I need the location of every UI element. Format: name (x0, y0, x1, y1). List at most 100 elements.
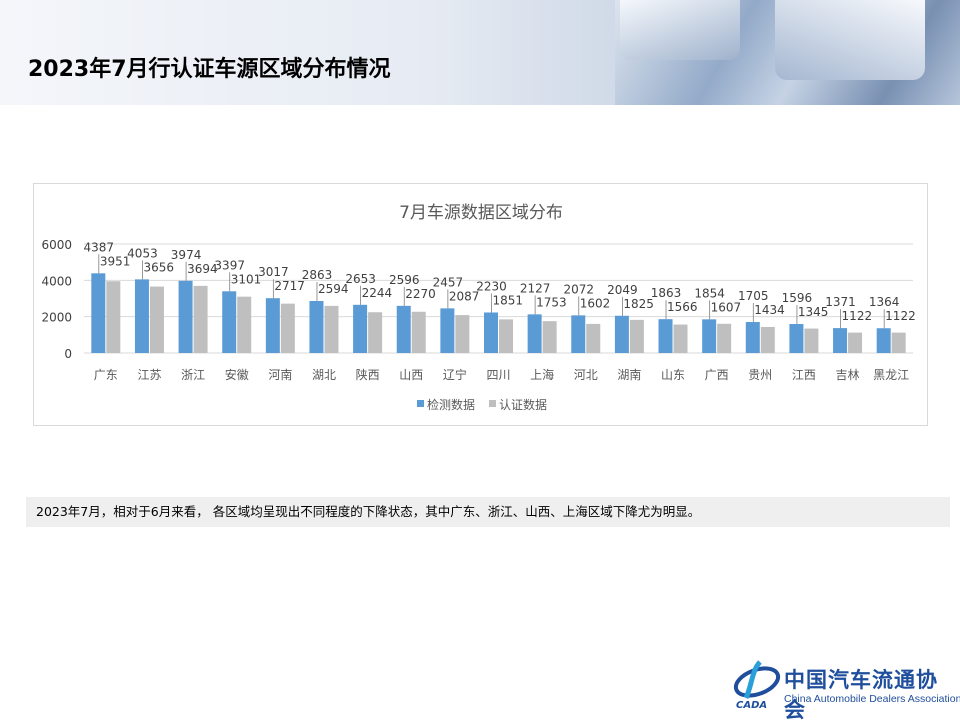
x-tick-label: 辽宁 (443, 367, 467, 382)
data-label-certified: 1825 (623, 297, 654, 311)
bar-inspection (614, 315, 629, 353)
bar-certified (237, 296, 252, 353)
x-tick-label: 河北 (574, 368, 598, 382)
data-label-inspection: 1371 (825, 295, 856, 309)
data-label-inspection: 1596 (782, 291, 813, 305)
bar-certified (717, 323, 732, 353)
bar-inspection (134, 279, 149, 353)
data-label-inspection: 2072 (563, 282, 594, 296)
bar-inspection (789, 324, 804, 353)
bar-inspection (396, 305, 411, 353)
x-tick-label: 黑龙江 (873, 368, 909, 382)
chart-title: 7月车源数据区域分布 (399, 203, 563, 223)
x-tick-label: 吉林 (836, 368, 860, 382)
bar-certified (848, 332, 863, 353)
bar-certified (368, 312, 383, 353)
page-title: 2023年7月行认证车源区域分布情况 (28, 57, 391, 82)
data-label-certified: 1753 (536, 295, 567, 309)
bar-certified (629, 319, 644, 353)
bar-inspection (309, 300, 324, 353)
data-label-certified: 3694 (187, 262, 218, 276)
data-label-inspection: 2049 (607, 283, 638, 297)
x-tick-label: 浙江 (181, 368, 205, 382)
data-label-certified: 1122 (885, 309, 916, 323)
data-label-inspection: 3017 (258, 265, 289, 279)
x-tick-label: 安徽 (225, 367, 249, 382)
bar-certified (324, 305, 339, 353)
x-tick-label: 江苏 (137, 368, 161, 382)
x-tick-label: 河南 (268, 367, 292, 382)
y-tick-label: 6000 (41, 238, 72, 252)
header-decoration (775, 0, 925, 80)
data-label-certified: 3656 (143, 260, 174, 274)
data-label-inspection: 1863 (651, 286, 682, 300)
y-tick-label: 0 (64, 347, 72, 361)
bar-certified (673, 324, 688, 353)
x-tick-label: 陕西 (356, 367, 380, 382)
header-banner (0, 0, 960, 105)
x-tick-label: 湖南 (617, 367, 641, 382)
data-label-inspection: 2596 (389, 273, 420, 287)
cada-logo: CADA 中国汽车流通协会 China Automobile Dealers A… (732, 660, 960, 722)
data-label-certified: 3101 (231, 272, 262, 286)
data-label-inspection: 2457 (433, 275, 464, 289)
data-label-certified: 2244 (362, 286, 393, 300)
data-label-certified: 1434 (754, 303, 785, 317)
data-label-inspection: 1854 (694, 286, 725, 300)
svg-text:CADA: CADA (736, 700, 767, 710)
x-tick-label: 广西 (705, 368, 729, 382)
data-label-inspection: 2230 (476, 279, 507, 293)
bar-certified (542, 321, 557, 353)
bar-certified (499, 319, 513, 353)
data-label-inspection: 3974 (171, 248, 202, 262)
x-tick-label: 山东 (661, 368, 685, 382)
cada-logo-icon: CADA (733, 660, 781, 711)
data-label-certified: 3951 (100, 254, 131, 268)
y-tick-label: 4000 (41, 274, 72, 288)
bar-chart: 7月车源数据区域分布 0 2000 4000 6000 4387395140533656… (41, 203, 916, 412)
logo-text-cn: 中国汽车流通协会 (784, 667, 938, 722)
data-label-inspection: 4387 (84, 240, 115, 254)
x-tick-label: 湖北 (312, 367, 336, 382)
x-tick-label: 上海 (530, 367, 554, 382)
bar-certified (411, 311, 426, 353)
bar-certified (586, 323, 601, 353)
x-tick-label: 江西 (792, 368, 816, 382)
bar-certified (149, 286, 164, 353)
data-label-inspection: 4053 (127, 246, 158, 260)
bar-inspection (440, 308, 455, 353)
data-label-certified: 2717 (274, 279, 305, 293)
legend-swatch-inspection (417, 400, 424, 407)
data-label-certified: 2087 (449, 289, 480, 303)
summary-note: 2023年7月，相对于6月来看， 各区域均呈现出不同程度的下降状态，其中广东、浙… (26, 497, 950, 527)
bar-inspection (178, 280, 193, 353)
bar-inspection (484, 312, 498, 353)
bar-inspection (833, 328, 848, 353)
legend: 检测数据 认证数据 (417, 397, 547, 412)
x-tick-label: 贵州 (748, 368, 772, 382)
x-tick-label: 广东 (94, 368, 118, 382)
bar-certified (455, 315, 470, 353)
y-tick-label: 2000 (41, 311, 72, 325)
bar-inspection (353, 304, 368, 353)
data-label-certified: 1122 (842, 309, 873, 323)
data-label-certified: 1566 (667, 300, 698, 314)
bar-inspection (702, 319, 717, 353)
legend-swatch-certified (489, 400, 496, 407)
data-label-certified: 2594 (318, 282, 349, 296)
bar-inspection (571, 315, 586, 353)
bar-certified (760, 326, 775, 353)
data-label-certified: 1607 (711, 300, 742, 314)
data-label-certified: 2270 (405, 287, 436, 301)
data-label-inspection: 2127 (520, 281, 551, 295)
bar-inspection (745, 322, 760, 353)
data-label-inspection: 1705 (738, 289, 769, 303)
bar-inspection (658, 319, 673, 353)
logo-text-en: China Automobile Dealers Association (784, 693, 960, 705)
header-decoration (620, 0, 740, 60)
data-label-inspection: 1364 (869, 295, 900, 309)
data-label-inspection: 3397 (214, 258, 245, 272)
data-label-certified: 1851 (493, 293, 524, 307)
data-label-inspection: 2653 (345, 272, 376, 286)
bar-inspection (91, 273, 106, 353)
